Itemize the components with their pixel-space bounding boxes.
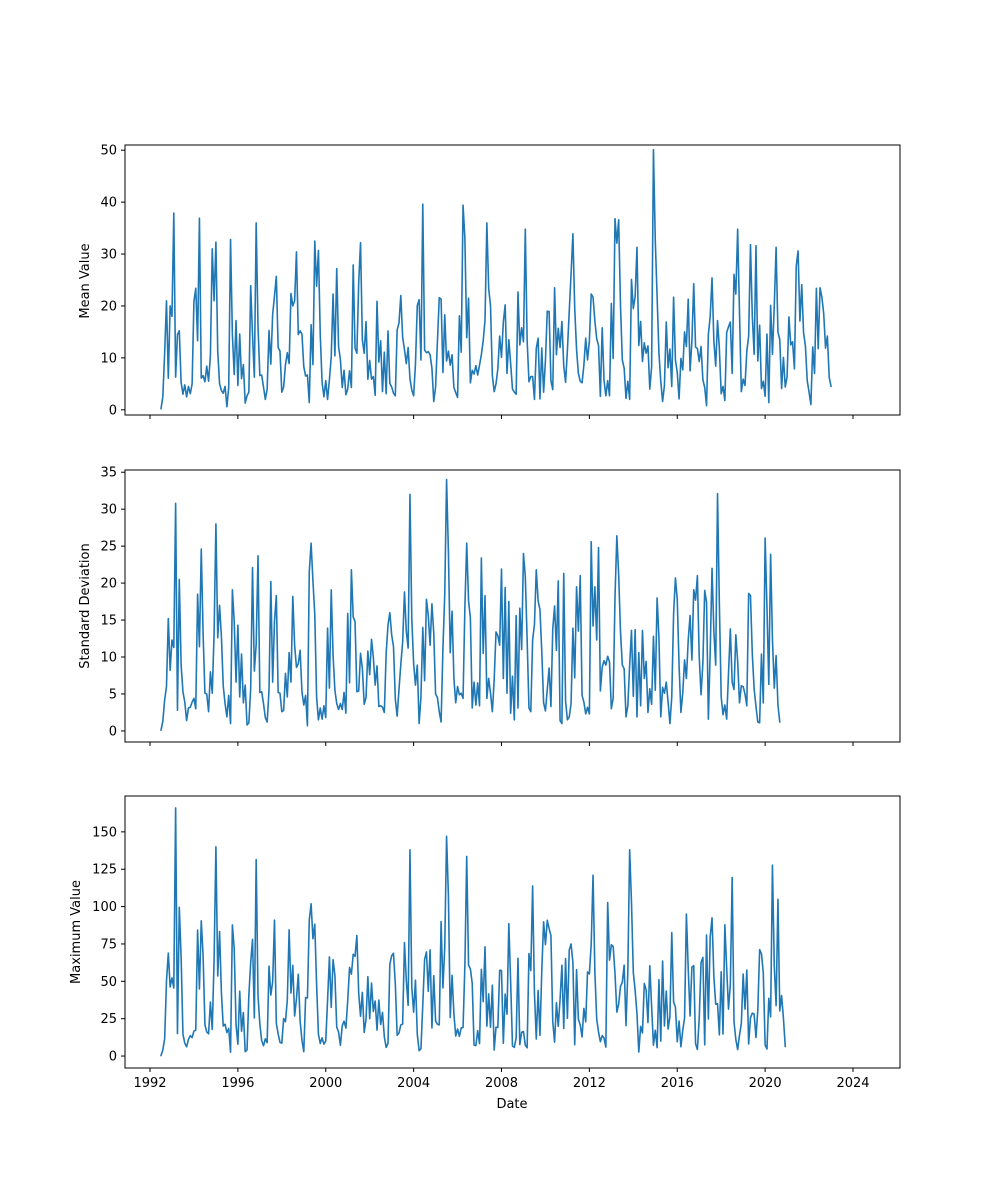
maximum-value-x-tick-label: 2020 <box>749 1076 782 1091</box>
standard-deviation-y-tick-label: 30 <box>100 503 117 518</box>
mean-value-axes-frame <box>124 144 901 416</box>
maximum-value-x-tick-label: 1996 <box>221 1076 254 1091</box>
standard-deviation-y-tick-label: 20 <box>100 577 117 592</box>
maximum-value-x-tick-label: 2024 <box>836 1076 869 1091</box>
maximum-value-y-tick-label: 150 <box>92 825 117 840</box>
mean-value-y-tick-label: 10 <box>100 351 117 366</box>
standard-deviation-y-tick-label: 0 <box>109 724 117 739</box>
maximum-value-x-tick-label: 1992 <box>133 1076 166 1091</box>
standard-deviation-axes-frame <box>124 469 901 743</box>
maximum-value-x-tick-label: 2004 <box>397 1076 430 1091</box>
mean-value-axis-label: Mean Value <box>78 243 93 318</box>
standard-deviation-axis-label: Standard Deviation <box>78 543 93 668</box>
maximum-value-y-tick-label: 125 <box>92 863 117 878</box>
maximum-value-x-tick-label: 2012 <box>573 1076 606 1091</box>
date-axis-label: Date <box>496 1097 527 1112</box>
maximum-value-y-tick-label: 25 <box>100 1012 117 1027</box>
standard-deviation-y-tick-label: 25 <box>100 540 117 555</box>
maximum-value-x-tick-label: 2000 <box>309 1076 342 1091</box>
maximum-value-y-tick-label: 100 <box>92 900 117 915</box>
maximum-value-axis-label: Maximum Value <box>69 880 84 984</box>
mean-value-y-tick-label: 50 <box>100 144 117 159</box>
standard-deviation-y-tick-label: 35 <box>100 466 117 481</box>
maximum-value-series-line <box>160 807 787 1057</box>
standard-deviation-y-tick-label: 15 <box>100 614 117 629</box>
standard-deviation-y-tick-label: 5 <box>109 687 117 702</box>
maximum-value-y-tick-label: 0 <box>109 1050 117 1065</box>
maximum-value-subplot: Maximum Value Date 0 25 50 75 100 125 150 1992 1… <box>69 795 901 1112</box>
mean-value-y-tick-label: 0 <box>109 403 117 418</box>
standard-deviation-subplot: Standard Deviation 0 5 10 15 20 25 30 35 <box>78 466 901 746</box>
mean-value-y-tick-label: 20 <box>100 299 117 314</box>
maximum-value-axes-frame <box>124 795 901 1069</box>
maximum-value-y-tick-label: 75 <box>100 937 117 952</box>
mean-value-subplot: Mean Value 0 10 20 30 40 50 <box>78 144 901 419</box>
mean-value-y-tick-label: 30 <box>100 248 117 263</box>
standard-deviation-y-tick-label: 10 <box>100 651 117 666</box>
maximum-value-x-tick-label: 2008 <box>485 1076 518 1091</box>
mean-value-y-tick-label: 40 <box>100 196 117 211</box>
mean-value-series-line <box>160 148 832 410</box>
maximum-value-y-tick-label: 50 <box>100 975 117 990</box>
maximum-value-x-tick-label: 2016 <box>661 1076 694 1091</box>
standard-deviation-series-line <box>160 478 781 731</box>
